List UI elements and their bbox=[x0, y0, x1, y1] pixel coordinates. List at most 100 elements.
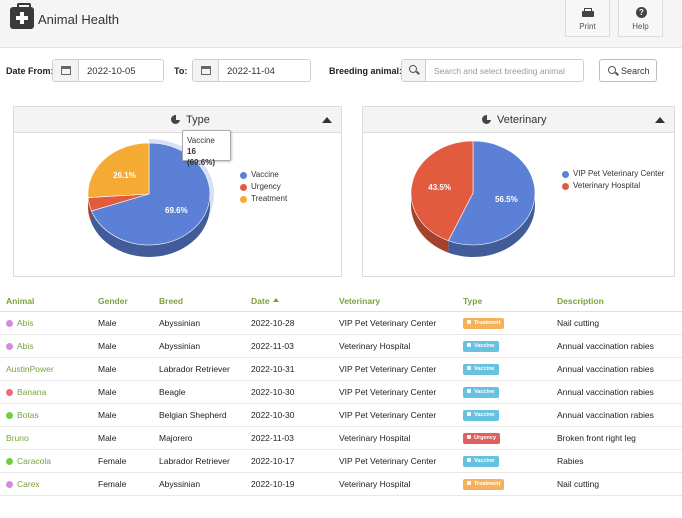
column-header-description[interactable]: Description bbox=[551, 291, 682, 312]
pie-slice-vip-pet-veterinary-center[interactable] bbox=[447, 140, 536, 246]
cell-type: Vaccine bbox=[457, 334, 551, 358]
type-badge: Vaccine bbox=[463, 410, 499, 421]
date-from-field[interactable]: 2022-10-05 bbox=[52, 59, 164, 82]
legend-item[interactable]: Urgency bbox=[240, 182, 340, 192]
cell-gender: Male bbox=[92, 403, 153, 427]
date-to-field[interactable]: 2022-11-04 bbox=[192, 59, 311, 82]
animal-color-dot bbox=[6, 319, 13, 327]
calendar-button[interactable] bbox=[53, 60, 79, 81]
question-icon: ? bbox=[636, 7, 647, 18]
type-badge: Urgency bbox=[463, 433, 501, 444]
cell-veterinary: VIP Pet Veterinary Center bbox=[333, 449, 457, 473]
search-addon bbox=[402, 60, 426, 81]
breeding-animal-search[interactable] bbox=[401, 59, 584, 82]
pie-slice-veterinary-hospital[interactable] bbox=[410, 140, 474, 242]
breeding-animal-label: Breeding animal: bbox=[329, 66, 403, 76]
pie-slice-side bbox=[91, 194, 210, 257]
cell-veterinary: Veterinary Hospital bbox=[333, 426, 457, 450]
cell-veterinary: VIP Pet Veterinary Center bbox=[333, 403, 457, 427]
legend-item[interactable]: Vaccine bbox=[240, 170, 340, 180]
sort-ascending-icon bbox=[273, 297, 280, 302]
veterinary-legend: VIP Pet Veterinary Center Veterinary Hosp… bbox=[562, 169, 670, 193]
tooltip-value: 16 (69.6%) bbox=[187, 147, 216, 167]
column-header-gender[interactable]: Gender bbox=[92, 291, 153, 312]
type-badge: Vaccine bbox=[463, 387, 499, 398]
collapse-icon[interactable] bbox=[655, 117, 665, 123]
legend-swatch bbox=[240, 184, 247, 191]
type-badge: Treatment bbox=[463, 479, 505, 490]
cell-type: Vaccine bbox=[457, 357, 551, 381]
help-button[interactable]: ? Help bbox=[618, 0, 663, 37]
panel-header: Veterinary bbox=[363, 107, 674, 133]
table-row[interactable]: Botas Male Belgian Shepherd 2022-10-30 VIP P… bbox=[0, 403, 682, 427]
cell-description: Broken front right leg bbox=[551, 426, 682, 450]
collapse-icon[interactable] bbox=[322, 117, 332, 123]
table-row[interactable]: Caracola Female Labrador Retriever 2022-10-… bbox=[0, 449, 682, 473]
legend-label: VIP Pet Veterinary Center bbox=[573, 169, 665, 178]
table-row[interactable]: Abis Male Abyssinian 2022-11-03 Veterinary H… bbox=[0, 334, 682, 358]
table-row[interactable]: Banana Male Beagle 2022-10-30 VIP Pet Veteri… bbox=[0, 380, 682, 404]
search-button[interactable]: Search bbox=[599, 59, 657, 82]
type-chart-panel: Type 69.6% 26.1% Vaccine Urgency Treatment bbox=[13, 106, 342, 277]
slice-label: 26.1% bbox=[113, 171, 136, 180]
cell-animal[interactable]: Caracola bbox=[0, 449, 92, 473]
legend-label: Urgency bbox=[251, 182, 281, 191]
panel-title: Veterinary bbox=[497, 114, 547, 126]
date-to-label: To: bbox=[174, 66, 188, 76]
veterinary-chart-panel: Veterinary 56.5% 43.5% VIP Pet Veterinary… bbox=[362, 106, 675, 277]
cell-veterinary: VIP Pet Veterinary Center bbox=[333, 357, 457, 381]
animal-color-dot bbox=[6, 411, 13, 419]
cell-description: Nail cutting bbox=[551, 311, 682, 335]
table-row[interactable]: AustinPower Male Labrador Retriever 2022-10… bbox=[0, 357, 682, 381]
cell-type: Vaccine bbox=[457, 449, 551, 473]
legend-item[interactable]: Treatment bbox=[240, 194, 340, 204]
table-header-row: Animal Gender Breed Date Veterinary Type… bbox=[0, 291, 682, 312]
table-row[interactable]: Carex Female Abyssinian 2022-10-19 Veterinar… bbox=[0, 472, 682, 496]
calendar-button[interactable] bbox=[193, 60, 219, 81]
breeding-animal-input[interactable] bbox=[434, 64, 580, 78]
cell-description: Nail cutting bbox=[551, 472, 682, 496]
tooltip-name: Vaccine bbox=[187, 136, 215, 145]
column-header-type[interactable]: Type bbox=[457, 291, 551, 312]
print-button[interactable]: Print bbox=[565, 0, 610, 37]
legend-swatch bbox=[240, 172, 247, 179]
table-row[interactable]: Bruno Male Majorero 2022-11-03 Veterinary Ho… bbox=[0, 426, 682, 450]
legend-label: Veterinary Hospital bbox=[573, 181, 641, 190]
cell-date: 2022-11-03 bbox=[245, 334, 333, 358]
calendar-icon bbox=[61, 66, 71, 75]
panel-title: Type bbox=[186, 114, 210, 126]
cell-animal[interactable]: Abis bbox=[0, 311, 92, 335]
table-row[interactable]: Abis Male Abyssinian 2022-10-28 VIP Pet Vete… bbox=[0, 311, 682, 335]
health-records-table: Animal Gender Breed Date Veterinary Type… bbox=[0, 291, 682, 496]
cell-date: 2022-10-28 bbox=[245, 311, 333, 335]
syringe-icon bbox=[467, 412, 471, 416]
type-badge: Vaccine bbox=[463, 364, 499, 375]
medical-kit-icon bbox=[10, 3, 34, 29]
cell-description: Annual vaccination rabies bbox=[551, 334, 682, 358]
column-header-breed[interactable]: Breed bbox=[153, 291, 245, 312]
panel-header: Type bbox=[14, 107, 341, 133]
syringe-icon bbox=[467, 458, 471, 462]
pie-chart-icon bbox=[171, 115, 180, 124]
help-label: Help bbox=[632, 22, 649, 31]
cell-veterinary: VIP Pet Veterinary Center bbox=[333, 311, 457, 335]
cell-animal[interactable]: Bruno bbox=[0, 426, 92, 450]
legend-item[interactable]: VIP Pet Veterinary Center bbox=[562, 169, 670, 179]
column-header-animal[interactable]: Animal bbox=[0, 291, 92, 312]
legend-item[interactable]: Veterinary Hospital bbox=[562, 181, 670, 191]
cell-breed: Abyssinian bbox=[153, 311, 245, 335]
column-header-date[interactable]: Date bbox=[245, 291, 333, 312]
cell-animal[interactable]: Botas bbox=[0, 403, 92, 427]
calendar-icon bbox=[201, 66, 211, 75]
cell-gender: Male bbox=[92, 357, 153, 381]
page-title: Animal Health bbox=[38, 12, 119, 27]
animal-color-dot bbox=[6, 342, 13, 350]
cell-animal[interactable]: AustinPower bbox=[0, 357, 92, 381]
column-header-veterinary[interactable]: Veterinary bbox=[333, 291, 457, 312]
cell-description: Rabies bbox=[551, 449, 682, 473]
cell-animal[interactable]: Carex bbox=[0, 472, 92, 496]
pie-slice-treatment[interactable] bbox=[87, 142, 150, 198]
cell-animal[interactable]: Abis bbox=[0, 334, 92, 358]
animal-color-dot bbox=[6, 457, 13, 465]
cell-animal[interactable]: Banana bbox=[0, 380, 92, 404]
